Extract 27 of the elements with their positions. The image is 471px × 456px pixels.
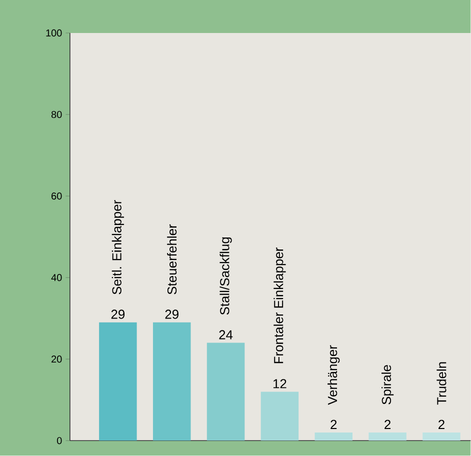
x-tick-label: Trudeln — [436, 362, 446, 405]
x-tick-label: Spirale — [382, 365, 394, 405]
data-label: 29 — [165, 310, 178, 320]
bar — [368, 432, 406, 441]
y-tick-label: 0 — [56, 437, 62, 444]
data-label: 24 — [219, 330, 233, 340]
bar — [260, 392, 299, 441]
y-tick-label: 100 — [46, 30, 62, 37]
bar — [422, 432, 460, 441]
data-label: 2 — [330, 420, 337, 430]
data-label: 2 — [438, 420, 444, 430]
bar — [152, 322, 191, 441]
y-tick-label: 80 — [51, 111, 62, 118]
x-tick-label: Stall/Sackflug — [220, 238, 232, 315]
data-label: 2 — [384, 420, 391, 430]
x-tick-label: Seitl. Einklapper — [112, 200, 124, 294]
x-tick-label: Verhänger — [328, 345, 340, 406]
data-label: 29 — [111, 310, 125, 320]
y-tick-label: 40 — [51, 274, 62, 282]
bar — [314, 432, 353, 441]
data-label: 12 — [273, 379, 286, 388]
bar — [206, 342, 245, 441]
bar — [99, 322, 137, 441]
x-tick-label: Steuerfehler — [167, 224, 177, 294]
y-tick-label: 60 — [52, 192, 62, 200]
x-tick-label: Frontaler Einklapper — [274, 248, 286, 364]
y-tick-label: 20 — [52, 356, 62, 363]
